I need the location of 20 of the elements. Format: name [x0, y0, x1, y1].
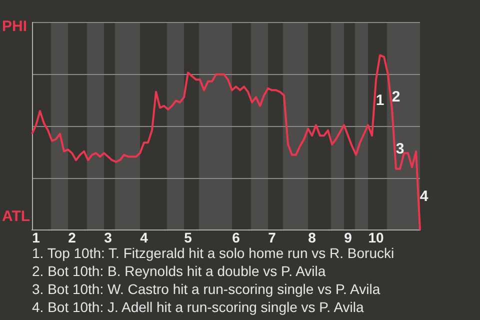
annotation: 4	[420, 188, 429, 205]
x-tick-label: 9	[344, 229, 352, 246]
x-tick-label: 7	[268, 229, 276, 246]
x-tick-label: 6	[232, 229, 240, 246]
x-tick-label: 8	[308, 229, 316, 246]
text: ATL	[2, 208, 30, 225]
text: 2. Bot 10th: B. Reynolds hit a double vs P. Avila	[32, 262, 327, 280]
x-tick-label: 4	[140, 229, 148, 246]
x-tick-label: 3	[104, 229, 112, 246]
x-tick-label: 1	[32, 229, 40, 246]
text: 1. Top 10th: T. Fitzgerald hit a solo home run vs R. Borucki	[32, 244, 396, 262]
annotation: 1	[376, 92, 384, 109]
annotation: 3	[396, 140, 404, 158]
x-tick-label: 5	[184, 229, 192, 246]
x-tick-label: 2	[68, 229, 76, 246]
annotation: 2	[392, 88, 400, 106]
text: 4. Bot 10th: J. Adell hit a run-scoring single vs P. Avila	[32, 298, 365, 316]
text: 3. Bot 10th: W. Castro hit a run-scoring single vs P. Avila	[32, 280, 382, 298]
x-tick-label: 10	[368, 229, 384, 246]
text: PHI	[2, 18, 28, 35]
